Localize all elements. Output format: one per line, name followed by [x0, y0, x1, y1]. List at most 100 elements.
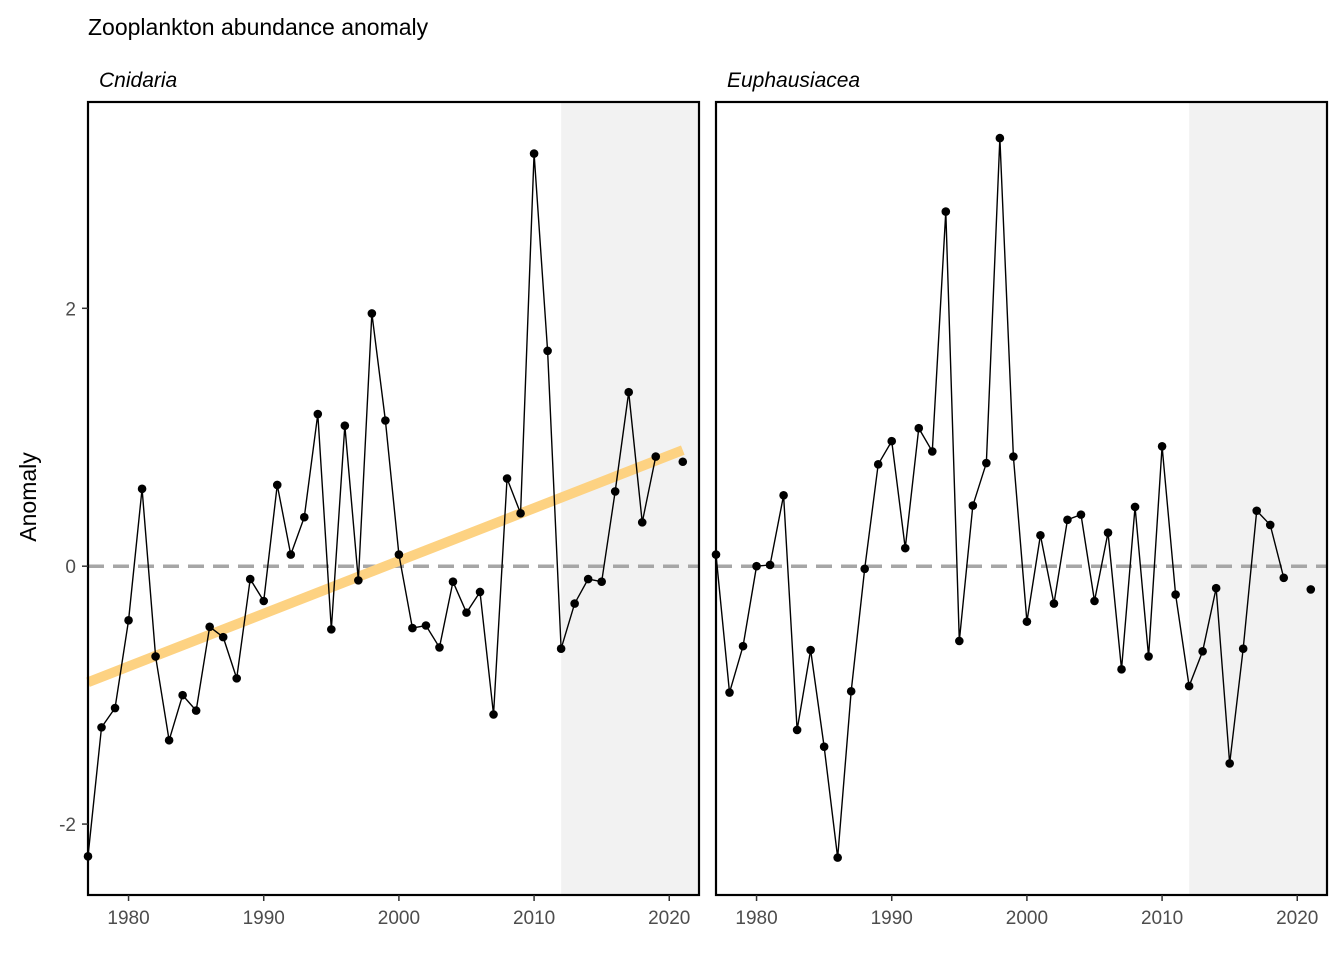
data-point — [1076, 510, 1086, 519]
data-point — [1103, 528, 1113, 537]
data-point — [1211, 583, 1221, 593]
panel-1: Cnidaria 1980 1990 2000 2010 2020 -2 0 2 — [59, 69, 701, 929]
data-point — [1184, 681, 1194, 691]
data-point — [489, 710, 498, 719]
y-axis-label: Anomaly — [15, 452, 41, 542]
data-point — [1090, 596, 1099, 606]
data-point — [516, 509, 525, 518]
data-point — [914, 423, 924, 433]
data-point — [259, 596, 269, 606]
data-point — [1157, 441, 1167, 451]
data-point — [900, 543, 910, 553]
data-point — [610, 487, 620, 496]
data-point — [543, 346, 552, 356]
data-point — [299, 512, 309, 522]
data-point — [779, 490, 788, 500]
data-point — [556, 644, 566, 654]
x-tick-label: 2000 — [1006, 908, 1048, 929]
x-tick-label: 2010 — [1141, 908, 1183, 929]
data-point — [381, 416, 390, 425]
data-point — [191, 706, 201, 715]
x-tick-label: 1990 — [871, 908, 913, 929]
x-tick-label: 2020 — [648, 908, 690, 929]
data-point — [529, 149, 539, 158]
x-tick-label: 1980 — [107, 908, 149, 929]
data-point — [846, 686, 856, 696]
y-tick-label: -2 — [59, 815, 76, 836]
x-tick-label: 1980 — [735, 908, 777, 929]
data-point — [421, 621, 431, 630]
data-point — [502, 474, 512, 483]
recent-period-shading — [561, 102, 699, 895]
data-point — [678, 457, 688, 467]
data-point — [765, 560, 775, 570]
data-point — [1130, 502, 1140, 512]
data-point — [286, 550, 296, 559]
y-tick-label: 0 — [65, 557, 76, 578]
data-point — [941, 207, 951, 216]
data-point — [1225, 759, 1234, 768]
data-point — [1144, 652, 1153, 661]
data-point — [624, 387, 634, 397]
data-point — [462, 608, 471, 617]
data-point — [313, 409, 323, 419]
data-point — [164, 735, 174, 745]
data-point — [982, 458, 991, 468]
chart-title: Zooplankton abundance anomaly — [88, 14, 429, 40]
data-point — [570, 599, 579, 608]
data-point — [1009, 452, 1018, 461]
data-point — [394, 550, 404, 559]
panel-title: Cnidaria — [99, 69, 177, 92]
data-point — [1117, 665, 1126, 674]
data-point — [738, 641, 748, 651]
data-point — [833, 853, 842, 862]
data-point — [806, 645, 815, 655]
data-point — [178, 690, 187, 700]
data-point — [327, 625, 336, 634]
data-point — [232, 674, 241, 683]
data-point — [1279, 573, 1289, 583]
data-point — [435, 643, 444, 652]
data-point — [968, 501, 978, 510]
panel-border — [714, 100, 1329, 897]
x-tick-label: 2010 — [513, 908, 555, 929]
data-point — [448, 577, 458, 586]
data-point — [151, 652, 160, 661]
data-point — [860, 564, 869, 574]
data-point — [1171, 590, 1180, 599]
data-point — [637, 518, 647, 527]
x-tick-label: 2000 — [378, 908, 420, 929]
data-point — [597, 577, 606, 586]
data-point — [1306, 585, 1316, 594]
recent-period-shading — [1189, 102, 1327, 895]
data-point — [927, 447, 937, 456]
data-point — [651, 452, 661, 461]
data-point — [1252, 506, 1262, 516]
data-point — [1022, 617, 1032, 626]
data-point — [725, 688, 734, 697]
data-point — [887, 436, 897, 446]
data-point — [354, 576, 363, 585]
data-point — [205, 622, 214, 632]
data-point — [245, 574, 255, 584]
trend-line — [86, 445, 685, 687]
data-point — [819, 742, 829, 752]
data-point — [272, 480, 282, 490]
panel-border — [86, 100, 701, 897]
data-point — [583, 574, 593, 584]
data-point — [218, 632, 228, 642]
data-point — [873, 460, 883, 469]
y-tick-label: 2 — [65, 299, 76, 320]
data-point — [1049, 599, 1059, 608]
data-point — [408, 623, 417, 633]
panel-2: Euphausiacea 1980 1990 2000 2010 2020 — [711, 69, 1329, 929]
x-tick-label: 2020 — [1276, 908, 1318, 929]
data-point — [1265, 520, 1275, 530]
data-point — [124, 616, 133, 625]
x-tick-label: 1990 — [243, 908, 285, 929]
data-point — [1063, 515, 1072, 525]
data-point — [367, 309, 377, 318]
data-point — [340, 421, 350, 430]
